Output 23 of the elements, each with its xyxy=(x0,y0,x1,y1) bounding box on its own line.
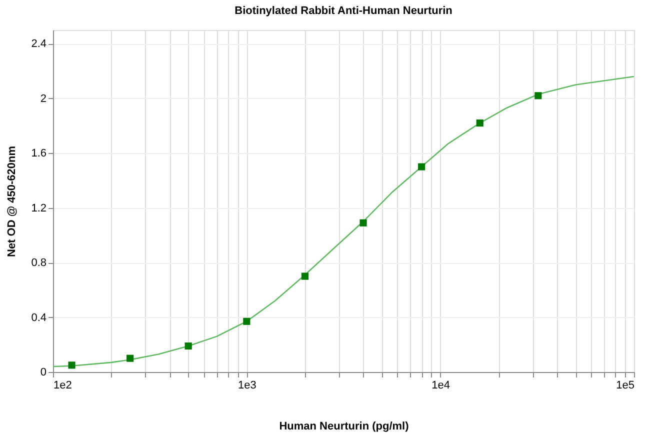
point xyxy=(360,219,367,226)
point xyxy=(301,272,308,280)
x-tick-label: 1e4 xyxy=(432,380,450,392)
y-tick-label: 0 xyxy=(40,366,46,378)
point xyxy=(184,342,192,350)
y-tick-label: 2 xyxy=(40,92,46,105)
x-tick-label: 1e5 xyxy=(616,380,634,392)
y-tick-label: 1.6 xyxy=(31,148,46,160)
x-axis-title: Human Neurturin (pg/ml) xyxy=(279,420,410,432)
y-axis-title: Net OD @ 450-620nm xyxy=(6,146,18,257)
y-tick-label: 0.8 xyxy=(31,257,46,270)
y-tick-label: 2.4 xyxy=(31,38,46,50)
chart-title: Biotinylated Rabbit Anti-Human Neurturin xyxy=(234,5,453,17)
y-tick-label: 1.2 xyxy=(31,202,46,214)
y-tick-label: 0.4 xyxy=(31,312,46,324)
point xyxy=(126,354,134,362)
point xyxy=(68,362,76,369)
point xyxy=(476,119,484,127)
point xyxy=(243,318,250,325)
x-tick-label: 1e3 xyxy=(238,380,256,392)
point xyxy=(534,92,542,100)
x-tick-label: 1e2 xyxy=(54,380,72,392)
point xyxy=(418,163,426,170)
